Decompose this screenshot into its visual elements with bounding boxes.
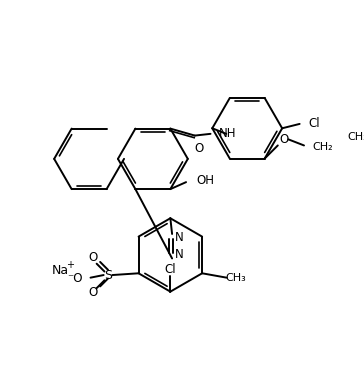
Text: Cl: Cl [308, 116, 320, 129]
Text: OH: OH [197, 174, 214, 187]
Text: O: O [194, 142, 204, 155]
Text: ⁻O: ⁻O [67, 272, 83, 285]
Text: S: S [104, 269, 112, 282]
Text: CH₃: CH₃ [225, 273, 246, 283]
Text: Na: Na [51, 264, 68, 277]
Text: O: O [279, 133, 289, 146]
Text: N: N [175, 231, 183, 244]
Text: N: N [175, 249, 183, 262]
Text: +: + [66, 260, 74, 270]
Text: NH: NH [218, 127, 236, 140]
Text: CH₂: CH₂ [313, 142, 333, 152]
Text: O: O [88, 251, 98, 264]
Text: CH₃: CH₃ [348, 132, 364, 142]
Text: Cl: Cl [165, 263, 176, 276]
Text: O: O [88, 286, 98, 299]
